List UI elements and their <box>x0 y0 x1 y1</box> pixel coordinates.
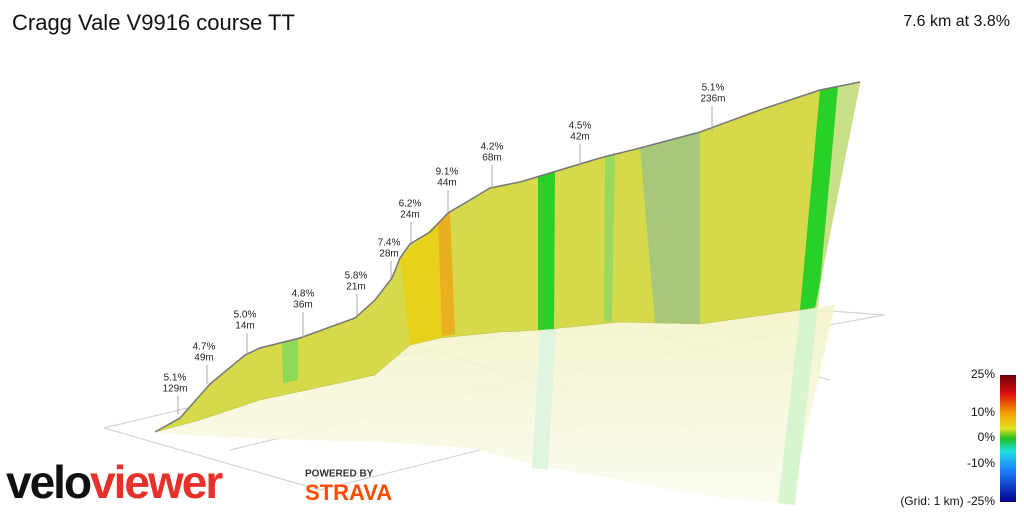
legend-label: -10% <box>967 456 995 470</box>
powered-by: POWERED BY <box>305 469 374 480</box>
shadow-stripe <box>532 329 556 470</box>
shadow-stripe <box>778 308 818 505</box>
profile-bands <box>282 82 860 383</box>
annotation-length: 24m <box>400 210 419 221</box>
annotation-grade: 4.7% <box>193 342 216 353</box>
legend-label: 10% <box>971 405 995 419</box>
annotation-grade: 6.2% <box>399 199 422 210</box>
annotation-length: 21m <box>346 282 365 293</box>
annotation-length: 44m <box>437 178 456 189</box>
annotation-grade: 5.1% <box>164 373 187 384</box>
legend-label: (Grid: 1 km) -25% <box>900 494 995 508</box>
annotation-length: 236m <box>700 94 725 105</box>
annotation-length: 36m <box>293 300 312 311</box>
legend-label: 0% <box>978 430 996 444</box>
annotation-length: 42m <box>570 132 589 143</box>
summary: 7.6 km at 3.8% <box>903 13 1010 30</box>
profile-shadow <box>155 305 835 505</box>
colorbar <box>1000 375 1016 502</box>
annotation-grade: 4.8% <box>292 289 315 300</box>
profile-ridge <box>154 81 861 433</box>
annotation-length: 28m <box>379 249 398 260</box>
annotation-length: 14m <box>235 321 254 332</box>
annotation-grade: 4.5% <box>569 121 592 132</box>
annotation-grade: 4.2% <box>481 142 504 153</box>
annotation-grade: 5.8% <box>345 271 368 282</box>
annotation-length: 68m <box>482 153 501 164</box>
title: Cragg Vale V9916 course TT <box>12 10 295 35</box>
legend-label: 25% <box>971 367 995 381</box>
logo: veloviewer <box>6 456 223 508</box>
annotation-grade: 7.4% <box>378 238 401 249</box>
annotation-grade: 5.1% <box>702 83 725 94</box>
annotation-length: 129m <box>162 384 187 395</box>
annotation-grade: 9.1% <box>436 167 459 178</box>
strava: STRAVA <box>305 480 392 505</box>
annotation-grade: 5.0% <box>234 310 257 321</box>
annotation-length: 49m <box>194 353 213 364</box>
